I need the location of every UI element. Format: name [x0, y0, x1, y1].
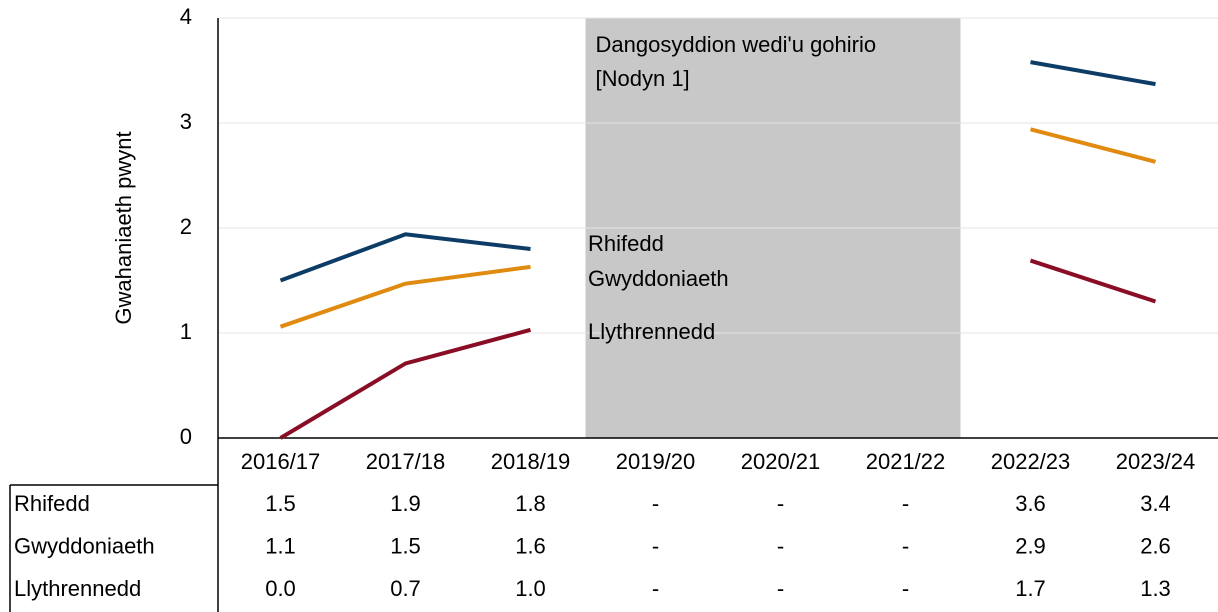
- table-cell: -: [902, 576, 909, 601]
- table-row-header: Llythrennedd: [14, 576, 141, 601]
- x-tick-label: 2018/19: [491, 449, 571, 474]
- y-tick-label: 0: [180, 424, 192, 449]
- series-line: [1029, 127, 1157, 164]
- x-tick-label: 2023/24: [1116, 449, 1196, 474]
- table-cell: 1.5: [390, 533, 421, 558]
- y-tick-label: 2: [180, 214, 192, 239]
- table-cell: 2.6: [1140, 533, 1171, 558]
- region-label: [Nodyn 1]: [596, 66, 690, 91]
- table-cell: 0.7: [390, 576, 421, 601]
- table-cell: 3.6: [1015, 491, 1046, 516]
- x-tick-label: 2021/22: [866, 449, 946, 474]
- series-line: [279, 327, 532, 440]
- table-cell: 1.0: [515, 576, 546, 601]
- table-row-header: Gwyddoniaeth: [14, 533, 155, 558]
- series-line: [1030, 60, 1156, 87]
- series-label: Gwyddoniaeth: [588, 266, 729, 291]
- y-tick-label: 4: [180, 4, 192, 29]
- table-cell: -: [777, 576, 784, 601]
- table-cell: 1.7: [1015, 576, 1046, 601]
- y-tick-label: 3: [180, 109, 192, 134]
- table-cell: 1.9: [390, 491, 421, 516]
- table-cell: 1.5: [265, 491, 296, 516]
- table-cell: 1.3: [1140, 576, 1171, 601]
- table-cell: 1.8: [515, 491, 546, 516]
- table-cell: -: [652, 576, 659, 601]
- table-cell: -: [777, 491, 784, 516]
- table-cell: 0.0: [265, 576, 296, 601]
- table-cell: -: [652, 533, 659, 558]
- x-tick-label: 2020/21: [741, 449, 821, 474]
- x-tick-label: 2019/20: [616, 449, 696, 474]
- table-cell: -: [777, 533, 784, 558]
- table-cell: 2.9: [1015, 533, 1046, 558]
- table-cell: -: [652, 491, 659, 516]
- table-cell: 1.1: [265, 533, 296, 558]
- series-line: [279, 264, 531, 329]
- table-cell: -: [902, 533, 909, 558]
- x-tick-label: 2022/23: [991, 449, 1071, 474]
- series-label: Llythrennedd: [588, 319, 715, 344]
- y-tick-label: 1: [180, 319, 192, 344]
- table-cell: 1.6: [515, 533, 546, 558]
- region-label: Dangosyddion wedi'u gohirio: [596, 32, 877, 57]
- x-tick-label: 2016/17: [241, 449, 321, 474]
- series-line: [1029, 258, 1157, 304]
- series-label: Rhifedd: [588, 231, 664, 256]
- series-line: [279, 232, 531, 283]
- table-cell: -: [902, 491, 909, 516]
- x-tick-label: 2017/18: [366, 449, 446, 474]
- y-axis-label: Gwahaniaeth pwynt: [111, 131, 136, 324]
- table-row-header: Rhifedd: [14, 491, 90, 516]
- table-cell: 3.4: [1140, 491, 1171, 516]
